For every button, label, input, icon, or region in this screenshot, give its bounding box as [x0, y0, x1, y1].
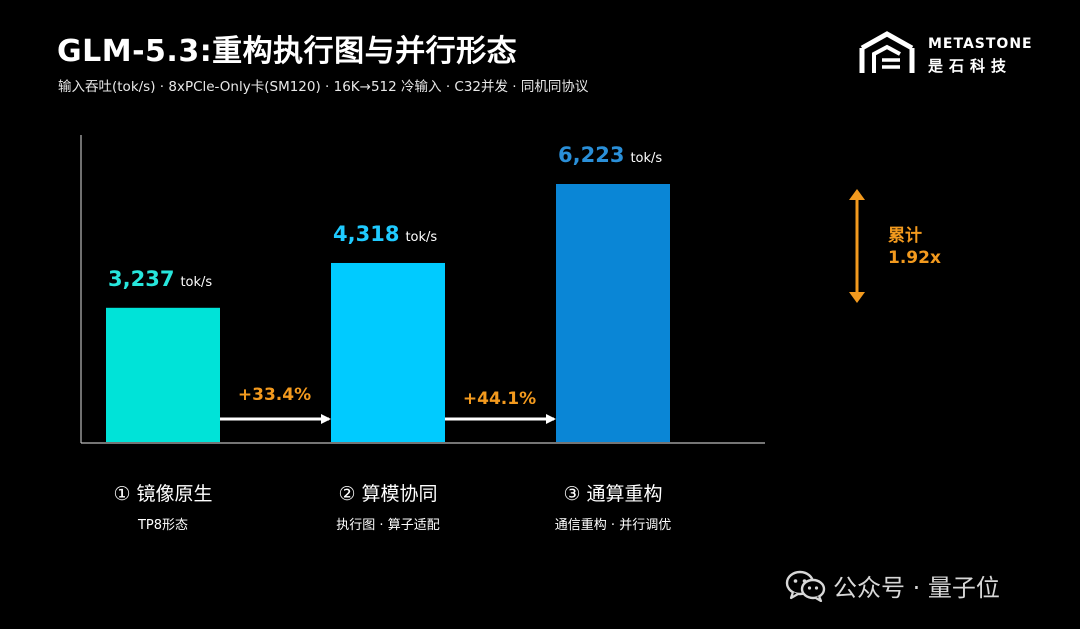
category-name: ③ 通算重构	[563, 483, 663, 505]
category-subtitle: 执行图 · 算子适配	[336, 518, 440, 533]
bar-value-label-3: 6,223 tok/s	[558, 143, 662, 167]
category-name: ① 镜像原生	[113, 483, 213, 505]
category-label-3: ③ 通算重构 通信重构 · 并行调优	[513, 479, 713, 533]
watermark-text: 公众号 · 量子位	[833, 574, 1000, 602]
cumulative-gain: 累计 1.92x	[888, 225, 941, 269]
category-subtitle: TP8形态	[137, 518, 189, 533]
improvement-label-2: +44.1%	[463, 389, 536, 409]
category-name: ② 算模协同	[338, 483, 438, 505]
cumulative-gain-value: 1.92x	[888, 248, 941, 268]
bar-1	[106, 307, 220, 442]
bar-unit: tok/s	[405, 230, 437, 245]
bar-unit: tok/s	[180, 275, 212, 290]
bar-value: 6,223	[558, 143, 624, 167]
bar-2	[331, 262, 445, 442]
bar-3	[556, 184, 670, 442]
wechat-icon	[785, 570, 826, 602]
page-title: GLM-5.3:重构执行图与并行形态	[57, 34, 518, 69]
improvement-label-1: +33.4%	[238, 385, 311, 405]
bar-value-label-1: 3,237 tok/s	[108, 267, 212, 291]
bar-unit: tok/s	[630, 151, 662, 166]
cumulative-gain-label: 累计	[888, 226, 922, 246]
category-label-1: ① 镜像原生 TP8形态	[63, 479, 263, 533]
category-subtitle: 通信重构 · 并行调优	[554, 518, 672, 533]
page-subtitle: 输入吞吐(tok/s) · 8xPCle-Only卡(SM120) · 16K→…	[58, 79, 589, 95]
metastone-logo-icon	[859, 31, 915, 73]
bar-value: 4,318	[333, 222, 399, 246]
brand-name-en: METASTONE	[928, 36, 1033, 52]
cumulative-double-arrow	[849, 189, 865, 303]
category-label-2: ② 算模协同 执行图 · 算子适配	[288, 479, 488, 533]
brand-block: METASTONE 是石科技	[858, 30, 1038, 76]
bar-value: 3,237	[108, 267, 174, 291]
bar-value-label-2: 4,318 tok/s	[333, 222, 437, 246]
brand-name-cn: 是石科技	[928, 57, 1013, 75]
